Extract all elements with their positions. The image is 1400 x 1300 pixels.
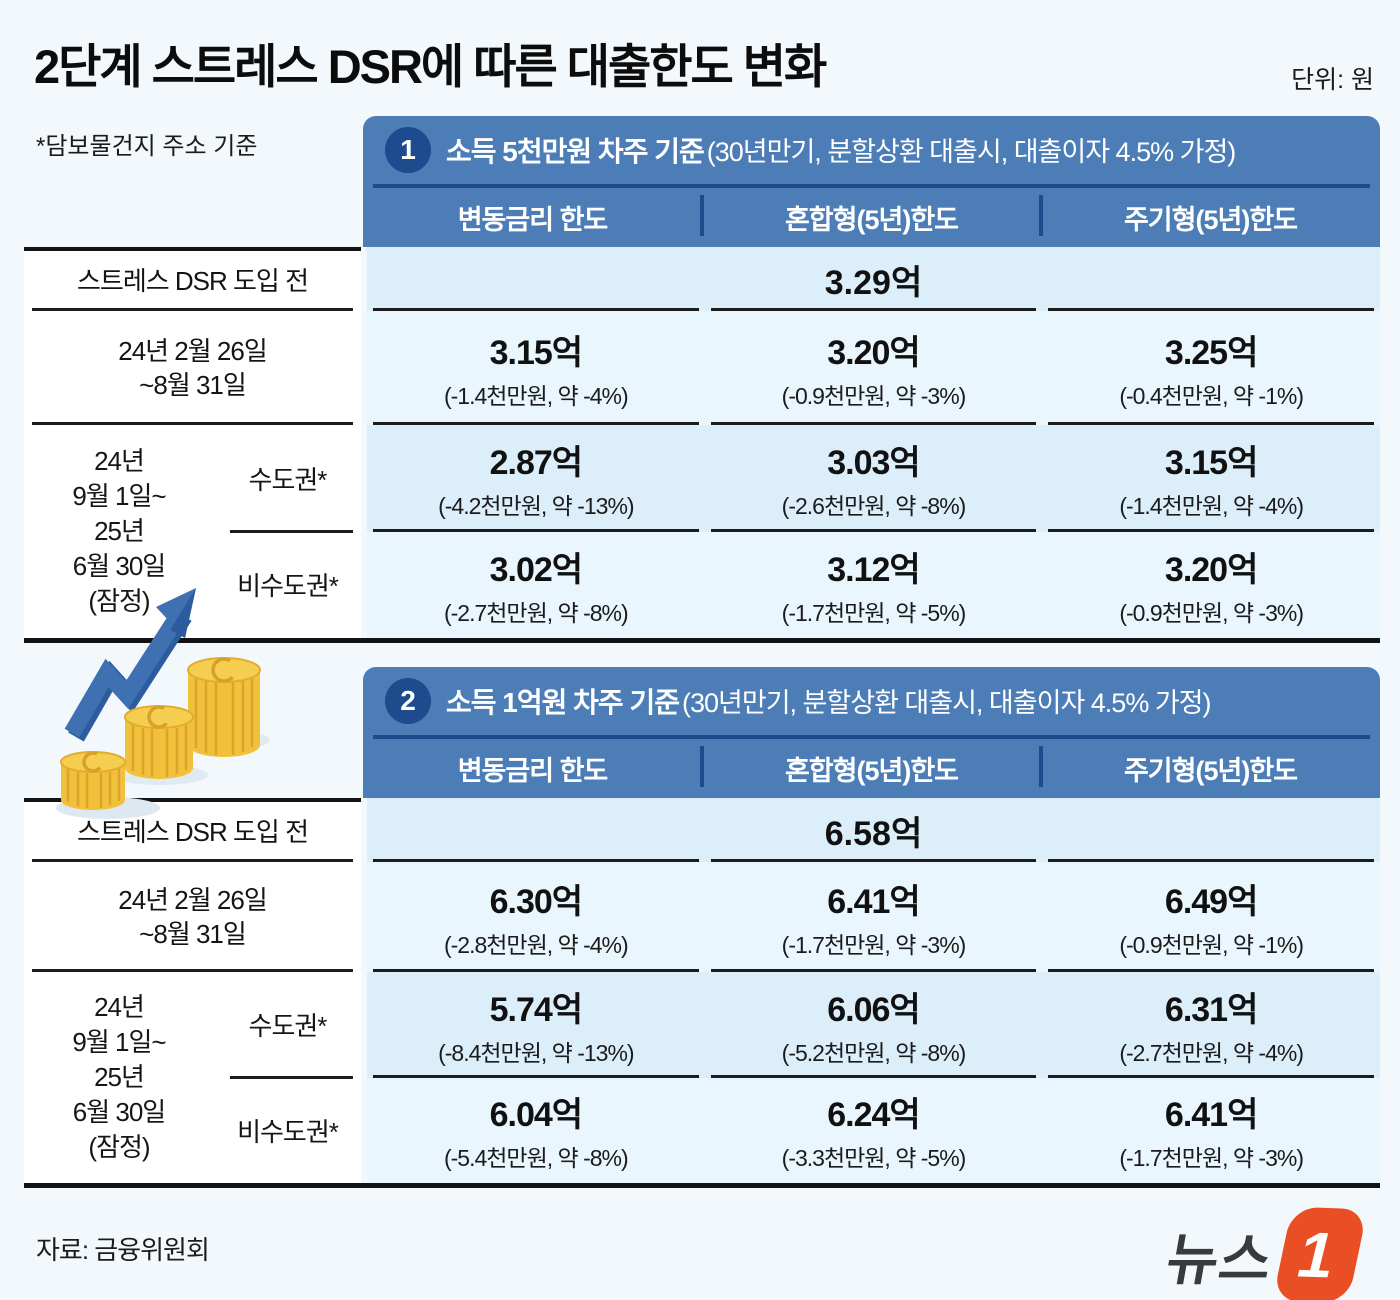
table-income-100m: 2 소득 1억원 차주 기준 (30년만기, 분할상환 대출시, 대출이자 4.5… <box>24 667 1380 1188</box>
table-cell: 2.87억 (-4.2천만원, 약 -13%) <box>367 425 705 532</box>
table2-header-divider <box>373 735 1370 739</box>
row-period-feb: 24년 2월 26일 ~8월 31일 6.30억 (-2.8천만원, 약 -4%… <box>24 862 1380 972</box>
group-period-label: 24년 9월 1일~ 25년 6월 30일 (잠정) <box>72 445 166 617</box>
table-cell: 3.12억 (-1.7천만원, 약 -5%) <box>704 531 1043 638</box>
table-cell: 6.41억 (-1.7천만원, 약 -3%) <box>1042 1077 1380 1183</box>
sublabel-nonmetro: 비수도권* <box>237 1116 339 1147</box>
pre-dsr-value: 6.58억 <box>824 814 923 853</box>
row-label-period-feb: 24년 2월 26일 ~8월 31일 <box>24 862 361 972</box>
table-cell: 3.15억 (-1.4천만원, 약 -4%) <box>367 311 705 425</box>
table-cell: 6.31억 (-2.7천만원, 약 -4%) <box>1042 972 1380 1078</box>
column-header-mixed-5y: 혼합형(5년)한도 <box>700 739 1041 798</box>
table1-column-headers: 변동금리 한도 혼합형(5년)한도 주기형(5년)한도 <box>363 188 1380 247</box>
collateral-note: *담보물건지 주소 기준 <box>36 133 258 160</box>
table-cell: 6.06억 (-5.2천만원, 약 -8%) <box>704 972 1043 1078</box>
table1-header: 1 소득 5천만원 차주 기준 (30년만기, 분할상환 대출시, 대출이자 4.… <box>363 116 1380 247</box>
coins-growth-arrow-icon <box>56 588 270 819</box>
table2-number-badge: 2 <box>385 678 431 724</box>
page-title: 2단계 스트레스 DSR에 따른 대출한도 변화 <box>34 40 827 93</box>
table-cell: 6.49억 (-0.9천만원, 약 -1%) <box>1042 862 1380 972</box>
table-cell: 6.30억 (-2.8천만원, 약 -4%) <box>367 862 705 972</box>
table2-bottom-border <box>24 1183 1380 1188</box>
row-pre-dsr: 스트레스 DSR 도입 전 6.58억 <box>24 798 1380 862</box>
row-pre-dsr: 스트레스 DSR 도입 전 3.29억 <box>24 247 1380 311</box>
table-cell: 3.20억 (-0.9천만원, 약 -3%) <box>1042 531 1380 638</box>
table1-header-divider <box>373 184 1370 188</box>
column-header-variable-rate: 변동금리 한도 <box>457 205 609 235</box>
column-header-periodic-5y: 주기형(5년)한도 <box>1039 188 1380 247</box>
table-cell: 3.25억 (-0.4천만원, 약 -1%) <box>1042 311 1380 425</box>
table-cell: 3.03억 (-2.6천만원, 약 -8%) <box>704 425 1043 532</box>
table-cell: 6.04억 (-5.4천만원, 약 -8%) <box>367 1077 705 1183</box>
table1-title-rest: (30년만기, 분할상환 대출시, 대출이자 4.5% 가정) <box>706 137 1237 167</box>
table-cell: 3.15억 (-1.4천만원, 약 -4%) <box>1042 425 1380 532</box>
row-label-period-feb: 24년 2월 26일 ~8월 31일 <box>24 311 361 425</box>
news1-logo-one-badge: 1 <box>1272 1206 1368 1300</box>
news1-logo: 뉴스 1 <box>1162 1206 1368 1300</box>
table-cell: 6.41억 (-1.7천만원, 약 -3%) <box>704 862 1043 972</box>
news1-logo-numeral: 1 <box>1290 1218 1344 1292</box>
row-period-feb: 24년 2월 26일 ~8월 31일 3.15억 (-1.4천만원, 약 -4%… <box>24 311 1380 425</box>
table2-header: 2 소득 1억원 차주 기준 (30년만기, 분할상환 대출시, 대출이자 4.5… <box>363 667 1380 798</box>
news1-logo-text: 뉴스 <box>1161 1227 1278 1291</box>
table1-number-badge: 1 <box>385 127 431 173</box>
table-cell: 6.24억 (-3.3천만원, 약 -5%) <box>704 1077 1043 1183</box>
table1-bottom-border <box>24 638 1380 643</box>
table1-title-row: 1 소득 5천만원 차주 기준 (30년만기, 분할상환 대출시, 대출이자 4.… <box>363 116 1380 184</box>
row-group-period: 24년 9월 1일~ 25년 6월 30일 (잠정) 수도권* 비수도권* 5.… <box>24 972 1380 1183</box>
table2-title: 소득 1억원 차주 기준 (30년만기, 분할상환 대출시, 대출이자 4.5% … <box>446 681 1212 721</box>
sublabel-metro: 수도권* <box>214 425 361 532</box>
table2-title-row: 2 소득 1억원 차주 기준 (30년만기, 분할상환 대출시, 대출이자 4.5… <box>363 667 1380 735</box>
table-cell: 5.74억 (-8.4천만원, 약 -13%) <box>367 972 705 1078</box>
column-header-mixed-5y: 혼합형(5년)한도 <box>700 188 1041 247</box>
column-header-periodic-5y: 주기형(5년)한도 <box>1039 739 1380 798</box>
table1-title-strong: 소득 5천만원 차주 기준 <box>446 136 705 167</box>
pre-dsr-value: 3.29억 <box>824 263 923 302</box>
table-cell: 3.20억 (-0.9천만원, 약 -3%) <box>704 311 1043 425</box>
group-period-label: 24년 9월 1일~ 25년 6월 30일 (잠정) <box>72 991 166 1163</box>
row-label-pre-dsr: 스트레스 DSR 도입 전 <box>24 247 361 311</box>
pre-dsr-value-cell: 6.58억 <box>367 798 1380 862</box>
table2-title-strong: 소득 1억원 차주 기준 <box>446 687 680 718</box>
table1-title: 소득 5천만원 차주 기준 (30년만기, 분할상환 대출시, 대출이자 4.5%… <box>446 130 1237 170</box>
table2-title-rest: (30년만기, 분할상환 대출시, 대출이자 4.5% 가정) <box>682 688 1212 718</box>
pre-dsr-value-cell: 3.29억 <box>367 247 1380 311</box>
table2-column-headers: 변동금리 한도 혼합형(5년)한도 주기형(5년)한도 <box>363 739 1380 798</box>
sublabel-metro: 수도권* <box>214 972 361 1078</box>
source-credit: 자료: 금융위원회 <box>36 1235 210 1265</box>
sublabel-nonmetro: 비수도권* <box>237 571 339 602</box>
column-header-variable-rate: 변동금리 한도 <box>457 756 609 786</box>
unit-label: 단위: 원 <box>1291 66 1374 94</box>
table-income-50m: 1 소득 5천만원 차주 기준 (30년만기, 분할상환 대출시, 대출이자 4.… <box>24 116 1380 643</box>
table-cell: 3.02억 (-2.7천만원, 약 -8%) <box>367 531 705 638</box>
